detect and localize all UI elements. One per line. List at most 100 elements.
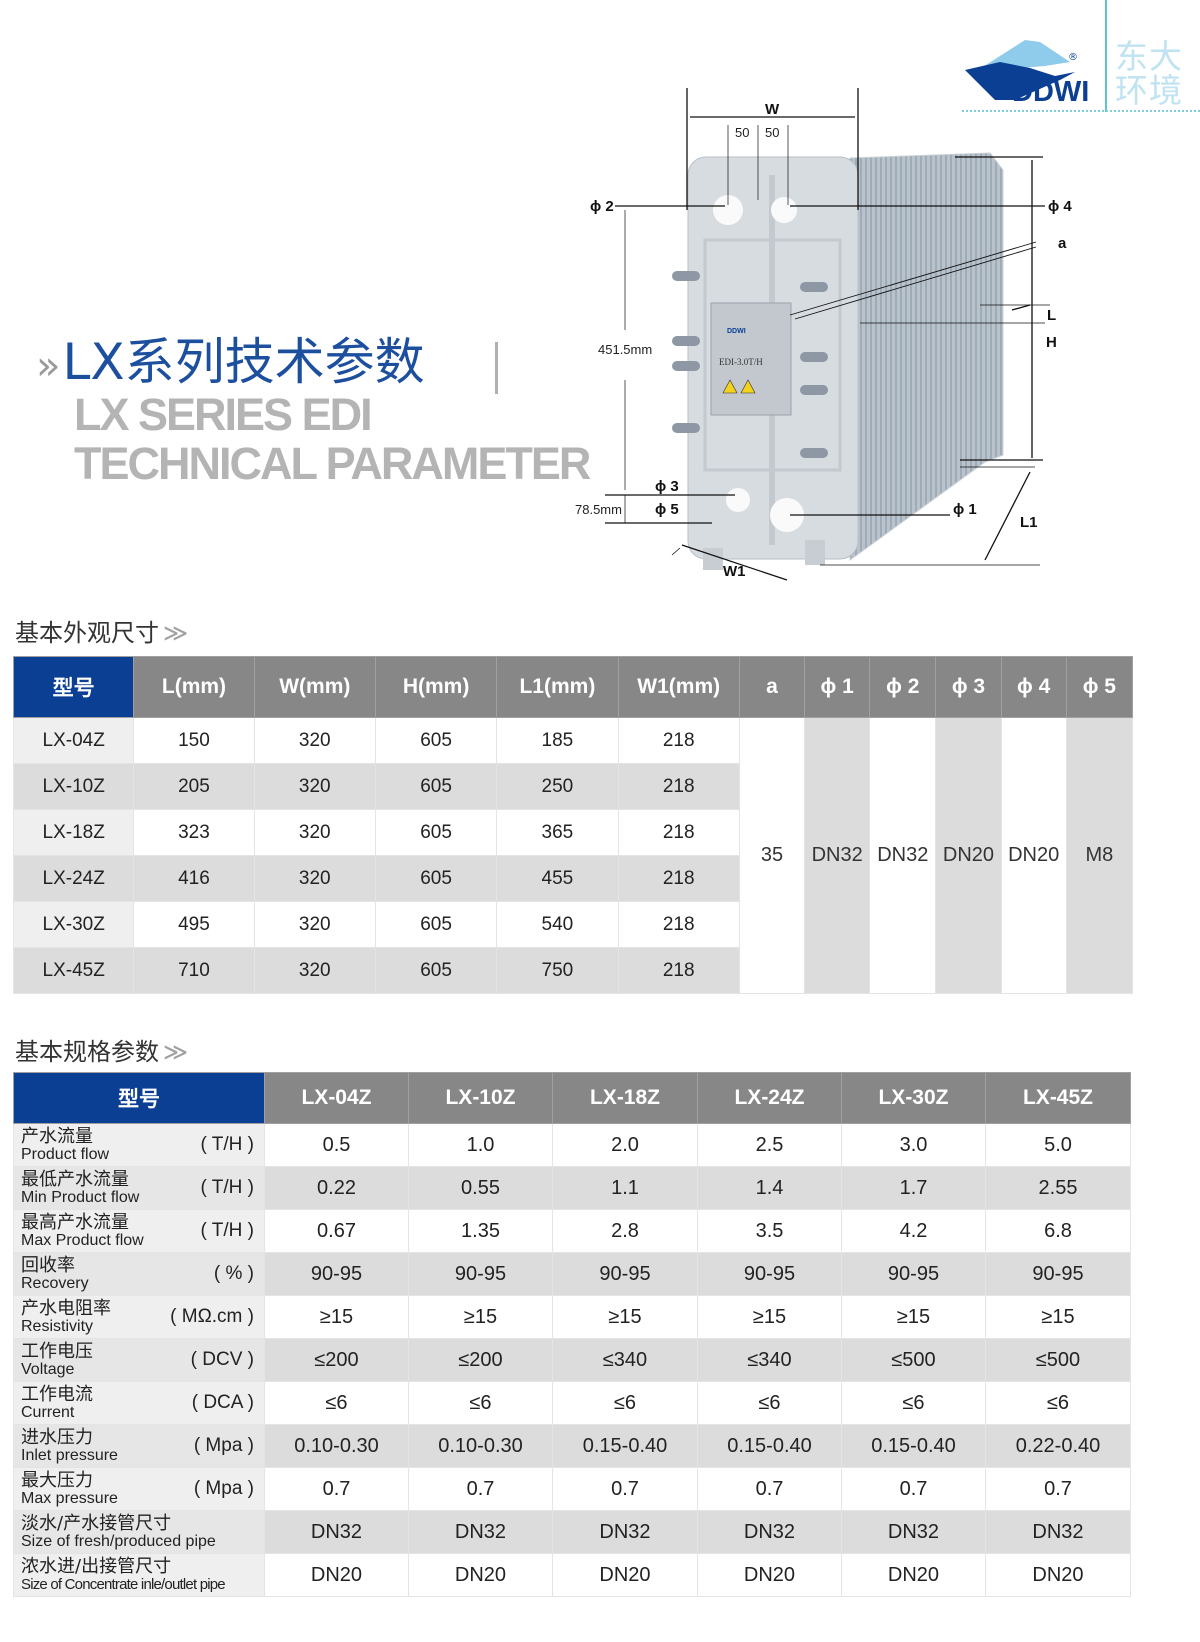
table-row: LX-45Z 710 320 605 750 218 <box>12 947 1133 994</box>
parameter-cell: 工作电流 Current ( DCA ) <box>13 1381 265 1425</box>
table-row: 最高产水流量 Max Product flow ( T/H ) 0.67 1.35 2.8… <box>13 1209 1131 1253</box>
spec-value-cell: 0.67 <box>264 1209 409 1253</box>
parameter-name-en: Voltage <box>21 1360 75 1378</box>
parameter-unit: ( T/H ) <box>200 1134 254 1155</box>
port-phi4 <box>771 197 797 223</box>
table-row: LX-30Z 495 320 605 540 218 <box>12 901 1133 948</box>
parameter-name-cn: 产水电阻率 <box>21 1297 111 1319</box>
spec-value-cell: DN20 <box>985 1553 1131 1597</box>
specs-heading-text: 基本规格参数 <box>15 1038 159 1066</box>
model-column-header: LX-10Z <box>408 1072 553 1124</box>
model-column-header: LX-30Z <box>841 1072 986 1124</box>
spec-value-cell: 90-95 <box>408 1252 553 1296</box>
spec-value-cell: ≥15 <box>985 1295 1131 1339</box>
parameter-unit: ( T/H ) <box>200 1220 254 1241</box>
parameter-cell: 淡水/产水接管尺寸 Size of fresh/produced pipe <box>13 1510 265 1554</box>
spec-value-cell: ≥15 <box>552 1295 698 1339</box>
spec-value-cell: ≤340 <box>697 1338 842 1382</box>
parameter-name-cn: 浓水进/出接管尺寸 <box>21 1555 172 1577</box>
spec-value-cell: DN32 <box>985 1510 1131 1554</box>
spec-value-cell: ≤6 <box>697 1381 842 1425</box>
table-row: 工作电流 Current( DCA ) ≤6 ≤6 ≤6 ≤6 ≤6 ≤6 <box>13 1381 1131 1425</box>
parameter-unit: ( Mpa ) <box>193 1435 254 1456</box>
dimension-cell: 416 <box>133 855 255 902</box>
spec-value-cell: 0.22 <box>264 1166 409 1210</box>
parameter-cell: 产水流量 Product flow ( T/H ) <box>13 1123 265 1167</box>
table-row: LX-04Z 150 320 605 185 218 35 DN32 DN32 DN20 DN20 M… <box>12 717 1134 994</box>
dimension-cell: 455 <box>496 855 619 902</box>
spec-value-cell: 2.0 <box>552 1123 698 1167</box>
spec-value-cell: 0.22-0.40 <box>985 1424 1131 1468</box>
parameter-cell: 工作电压 Voltage ( DCV ) <box>13 1338 265 1382</box>
logo-text: DDWI <box>1012 76 1089 108</box>
spec-value-cell: 0.15-0.40 <box>552 1424 698 1468</box>
dimension-cell: 218 <box>617 763 740 810</box>
parameter-name-en: Min Product flow <box>21 1188 140 1206</box>
spec-value-cell: 1.1 <box>552 1166 698 1210</box>
table-row: 最低产水流量 Min Product flow ( T/H ) 0.22 0.55 1.1… <box>13 1166 1131 1210</box>
model-cell: LX-10Z <box>12 763 135 810</box>
specs-header-row: 型号 LX-04Z LX-10Z LX-18Z LX-24Z LX-30Z LX-45Z <box>13 1072 1131 1124</box>
brand-cn-line1: 东大 <box>1115 37 1183 76</box>
model-cell: LX-04Z <box>12 717 135 764</box>
title-divider <box>495 342 498 394</box>
spec-value-cell: 90-95 <box>264 1252 409 1296</box>
dimension-cell: 218 <box>617 901 740 948</box>
module-side-stack <box>849 152 1004 561</box>
spec-value-cell: ≥15 <box>264 1295 409 1339</box>
brand-logo: DDWI ® 东大 环境 <box>960 0 1200 115</box>
spec-value-cell: 0.5 <box>264 1123 409 1167</box>
model-column-header: LX-18Z <box>552 1072 698 1124</box>
spec-value-cell: 2.55 <box>985 1166 1131 1210</box>
table-row: 工作电压 Voltage( DCV ) ≤200 ≤200 ≤340 ≤340 ≤500 ≤5… <box>13 1338 1131 1382</box>
spec-value-cell: 1.35 <box>408 1209 553 1253</box>
edi-module-diagram: DDWI EDI-3.0T/H W 50 50 ϕ 2 ϕ 4 a L H 45… <box>575 88 1072 581</box>
dimension-cell: 320 <box>253 717 376 764</box>
dimensions-header-cell: ϕ 4 <box>1000 656 1067 718</box>
dimension-cell: 320 <box>253 763 376 810</box>
warning-electric-icon <box>722 379 738 394</box>
table-row: 产水流量 Product flow ( T/H ) 0.5 1.0 2.0 2.5 3.0 5.… <box>13 1123 1131 1167</box>
dimensions-header-cell: W1(mm) <box>617 656 740 718</box>
parameter-unit: ( MΩ.cm ) <box>170 1306 254 1327</box>
spec-value-cell: DN32 <box>264 1510 409 1554</box>
dimensions-header-cell: ϕ 3 <box>935 656 1002 718</box>
brand-cn-line2: 环境 <box>1115 71 1183 110</box>
dimension-cell: 605 <box>374 855 498 902</box>
spec-value-cell: 2.8 <box>552 1209 698 1253</box>
parameter-name-cn: 最低产水流量 <box>21 1168 129 1190</box>
dimension-cell: 605 <box>374 901 498 948</box>
spec-value-cell: 0.15-0.40 <box>841 1424 986 1468</box>
spec-value-cell: 6.8 <box>985 1209 1131 1253</box>
spec-value-cell: 0.7 <box>264 1467 409 1511</box>
spec-value-cell: ≤340 <box>552 1338 698 1382</box>
parameter-name-en: Max pressure <box>21 1489 118 1507</box>
label-l1: L1 <box>1020 514 1038 531</box>
parameter-name-en: Current <box>21 1403 75 1421</box>
box-model-text: EDI-3.0T/H <box>719 357 763 367</box>
dimension-cell: 540 <box>496 901 619 948</box>
port-phi3 <box>726 488 750 512</box>
spec-value-cell: DN20 <box>264 1553 409 1597</box>
parameter-name-en: Resistivity <box>21 1317 94 1335</box>
dimensions-header-cell: 型号 <box>12 656 135 718</box>
double-chevron-right-icon: ≫ <box>163 619 189 647</box>
shared-dimension-cell: 35 <box>738 717 806 994</box>
parameter-cell: 回收率 Recovery ( % ) <box>13 1252 265 1296</box>
specs-heading: 基本规格参数 ≫ <box>15 1032 188 1067</box>
label-w1: W1 <box>723 563 746 580</box>
spec-value-cell: 1.0 <box>408 1123 553 1167</box>
table-row: 浓水进/出接管尺寸 Size of Concentrate inle/outlet… <box>13 1553 1131 1597</box>
dimensions-header-cell: L(mm) <box>133 656 255 718</box>
parameter-name-cn: 最高产水流量 <box>21 1211 129 1233</box>
parameter-name-cn: 工作电压 <box>21 1340 93 1362</box>
parameter-name-en: Size of Concentrate inle/outlet pipe <box>21 1575 226 1593</box>
spec-value-cell: ≤6 <box>985 1381 1131 1425</box>
title-en-line1: LX SERIES EDI <box>74 389 373 440</box>
dimensions-header-cell: ϕ 2 <box>869 656 937 718</box>
parameter-cell: 最高产水流量 Max Product flow ( T/H ) <box>13 1209 265 1253</box>
specs-table: 型号 LX-04Z LX-10Z LX-18Z LX-24Z LX-30Z LX-45Z 产… <box>13 1072 1131 1597</box>
spec-value-cell: 0.7 <box>552 1467 698 1511</box>
dimension-cell: 605 <box>374 809 498 856</box>
label-phi3: ϕ 3 <box>655 478 679 495</box>
